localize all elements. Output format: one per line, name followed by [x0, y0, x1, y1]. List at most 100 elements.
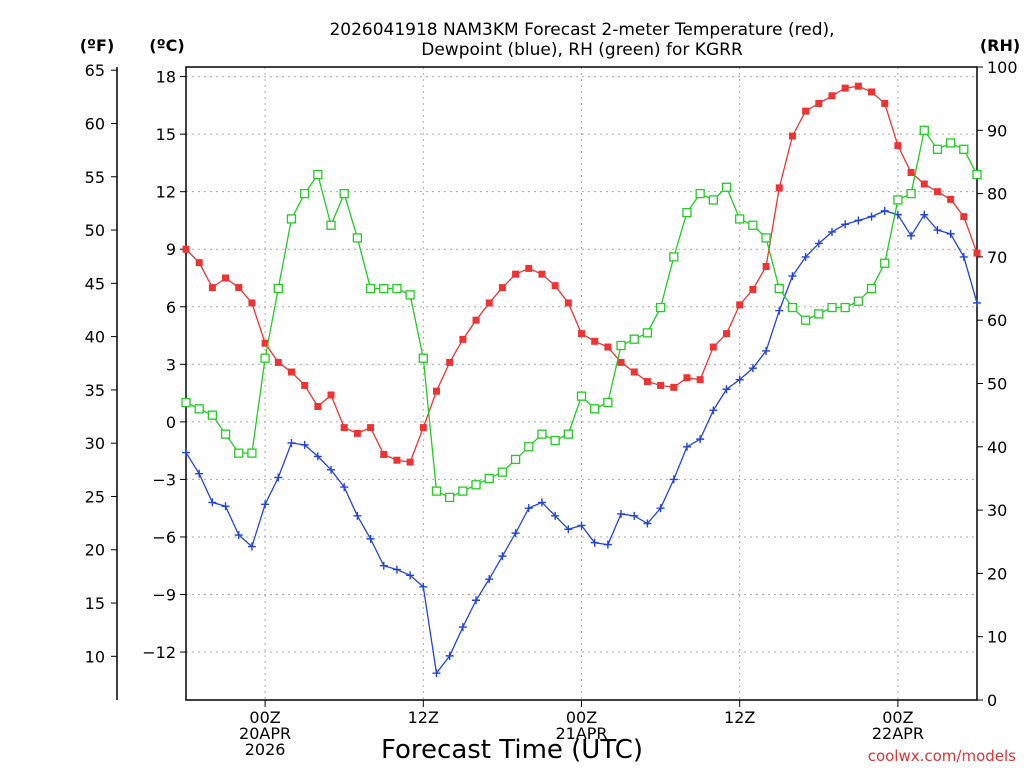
dewpoint-point	[445, 651, 454, 660]
rh-point	[774, 283, 784, 294]
temperature-point	[960, 213, 968, 221]
temperature-point	[446, 358, 454, 366]
rh-point	[247, 448, 257, 458]
temperature-point	[472, 316, 480, 324]
dewpoint-point	[643, 519, 652, 528]
rh-point	[866, 283, 877, 294]
rh-axis-label: (RH)	[980, 36, 1020, 55]
rh-tick-label: 20	[987, 564, 1007, 583]
rh-point	[576, 391, 587, 401]
rh-point	[273, 283, 283, 294]
rh-point	[458, 486, 468, 496]
rh-point	[682, 207, 692, 218]
temperature-point	[762, 262, 770, 270]
dewpoint-point	[247, 542, 256, 551]
rh-point	[827, 302, 837, 313]
time-tick-label: 22APR	[872, 724, 924, 743]
fahrenheit-tick-label: 60	[85, 114, 105, 133]
fahrenheit-tick-label: 35	[85, 381, 105, 400]
temperature-point	[709, 343, 717, 351]
temperature-point	[696, 376, 704, 384]
temperature-point	[973, 249, 981, 257]
rh-point	[431, 486, 442, 496]
dewpoint-point	[854, 216, 863, 225]
fahrenheit-tick-label: 45	[85, 274, 105, 293]
temperature-point	[630, 368, 638, 376]
rh-tick-label: 40	[987, 438, 1007, 457]
dewpoint-point	[617, 509, 626, 518]
dewpoint-point	[814, 239, 823, 248]
time-tick-label: 20APR	[239, 724, 291, 743]
temperature-point	[736, 301, 744, 309]
celsius-tick-label: 12	[156, 183, 176, 202]
watermark: coolwx.com/models	[868, 747, 1016, 765]
celsius-tick-label: 9	[166, 240, 176, 259]
fahrenheit-tick-label: 65	[85, 61, 105, 80]
temperature-point	[340, 424, 348, 432]
celsius-tick-label: 0	[166, 413, 176, 432]
temperature-point	[208, 284, 216, 292]
temperature-point	[802, 107, 810, 115]
rh-point	[629, 334, 639, 344]
rh-point	[761, 233, 771, 243]
dewpoint-point	[472, 596, 481, 605]
celsius-tick-label: 18	[156, 68, 176, 87]
celsius-axis-label: (ºC)	[149, 36, 184, 55]
dewpoint-point	[709, 406, 718, 415]
dewpoint-point	[300, 440, 309, 449]
temperature-point	[868, 88, 876, 96]
rh-point	[840, 302, 850, 313]
temperature-point	[670, 383, 678, 391]
dewpoint-point	[748, 364, 757, 373]
rh-point	[220, 429, 231, 439]
dewpoint-point	[682, 442, 691, 451]
dewpoint-point	[656, 504, 665, 513]
rh-point	[563, 429, 573, 439]
rh-point	[590, 404, 600, 414]
temperature-point	[749, 286, 757, 294]
rh-point	[893, 195, 903, 205]
dewpoint-point	[801, 252, 810, 261]
temperature-point	[933, 188, 941, 196]
rh-point	[945, 138, 956, 148]
rh-point	[339, 188, 349, 199]
celsius-tick-label: −9	[152, 586, 176, 605]
celsius-tick-label: −6	[152, 528, 176, 547]
rh-point	[959, 144, 969, 154]
temperature-series	[182, 82, 981, 466]
rh-point	[642, 328, 653, 338]
dewpoint-point	[933, 226, 942, 235]
rh-point	[365, 283, 376, 294]
rh-point	[880, 258, 890, 268]
temperature-point	[854, 82, 862, 90]
rh-point	[379, 283, 389, 294]
rh-point	[655, 302, 666, 313]
chart-title-line1: 2026041918 NAM3KM Forecast 2-meter Tempe…	[329, 20, 834, 40]
time-tick-label: 21APR	[555, 724, 607, 743]
dewpoint-point	[485, 575, 494, 584]
temperature-point	[617, 358, 625, 366]
temperature-point	[591, 337, 599, 345]
rh-point	[906, 188, 916, 199]
rh-tick-label: 100	[987, 58, 1018, 77]
rh-point	[445, 492, 455, 503]
time-tick-label: 12Z	[724, 708, 755, 727]
rh-point	[669, 252, 679, 262]
temperature-point	[432, 387, 440, 395]
dewpoint-point	[340, 483, 349, 492]
rh-point	[207, 410, 218, 420]
time-tick-label: 00Z	[882, 708, 913, 727]
rh-point	[721, 182, 732, 192]
temperature-point	[182, 245, 190, 253]
temperature-point	[459, 335, 467, 343]
dewpoint-point	[696, 435, 705, 444]
rh-point	[800, 315, 811, 325]
rh-point	[484, 473, 494, 484]
rh-point	[286, 214, 297, 224]
celsius-tick-label: −12	[142, 643, 176, 662]
dewpoint-point	[537, 498, 546, 507]
temperature-point	[261, 339, 269, 347]
fahrenheit-tick-label: 15	[85, 594, 105, 613]
dewpoint-point	[880, 206, 889, 215]
temperature-point	[775, 184, 783, 192]
